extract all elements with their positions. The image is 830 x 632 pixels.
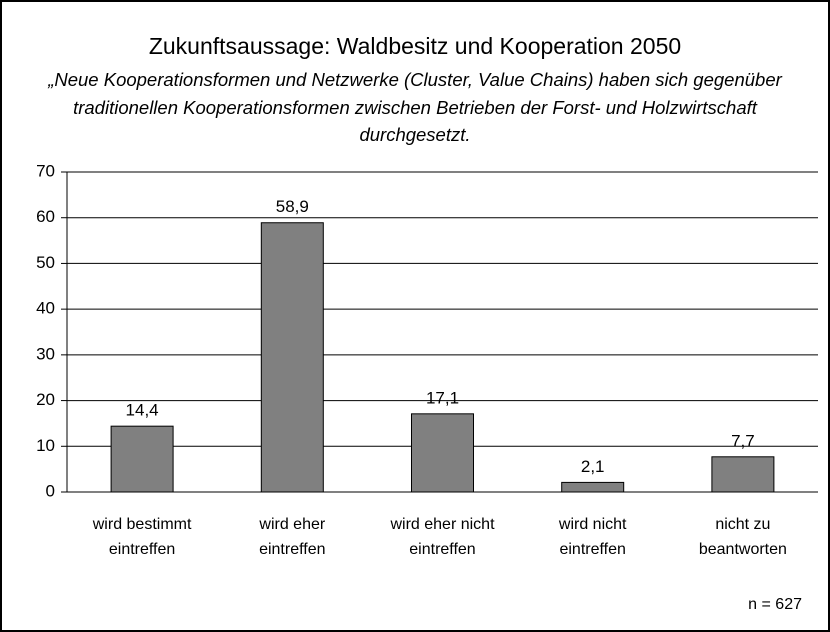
y-tick-label: 10 — [36, 436, 55, 455]
bar — [411, 413, 474, 493]
y-tick-label: 20 — [36, 390, 55, 409]
x-tick-label: wird bestimmt eintreffen — [92, 516, 192, 558]
x-tick-label: wird eher eintreffen — [259, 516, 326, 558]
y-tick-label: 70 — [36, 161, 55, 180]
y-tick-label: 60 — [36, 207, 55, 226]
annotation: n = 627 — [748, 596, 802, 613]
value-label: 58,9 — [276, 197, 309, 216]
x-tick-label: wird eher nicht eintreffen — [390, 516, 495, 558]
value-label: 2,1 — [581, 457, 605, 476]
bar — [110, 425, 174, 493]
value-label: 14,4 — [126, 401, 159, 420]
x-tick-label: wird nicht eintreffen — [558, 516, 627, 558]
y-tick-label: 30 — [36, 344, 55, 363]
x-tick-label: nicht zu beantworten — [698, 516, 787, 558]
bar — [260, 222, 324, 493]
bar — [711, 456, 775, 493]
chart-title: Zukunftsaussage: Waldbesitz und Kooperat… — [148, 33, 682, 59]
value-label: 7,7 — [731, 431, 755, 450]
y-tick-label: 50 — [36, 253, 55, 272]
value-label: 17,1 — [426, 388, 459, 407]
y-tick-label: 0 — [46, 481, 55, 500]
chart-subtitle: „Neue Kooperationsformen und Netzwerke (… — [48, 69, 782, 145]
y-tick-label: 40 — [36, 299, 55, 318]
bar — [561, 481, 625, 493]
